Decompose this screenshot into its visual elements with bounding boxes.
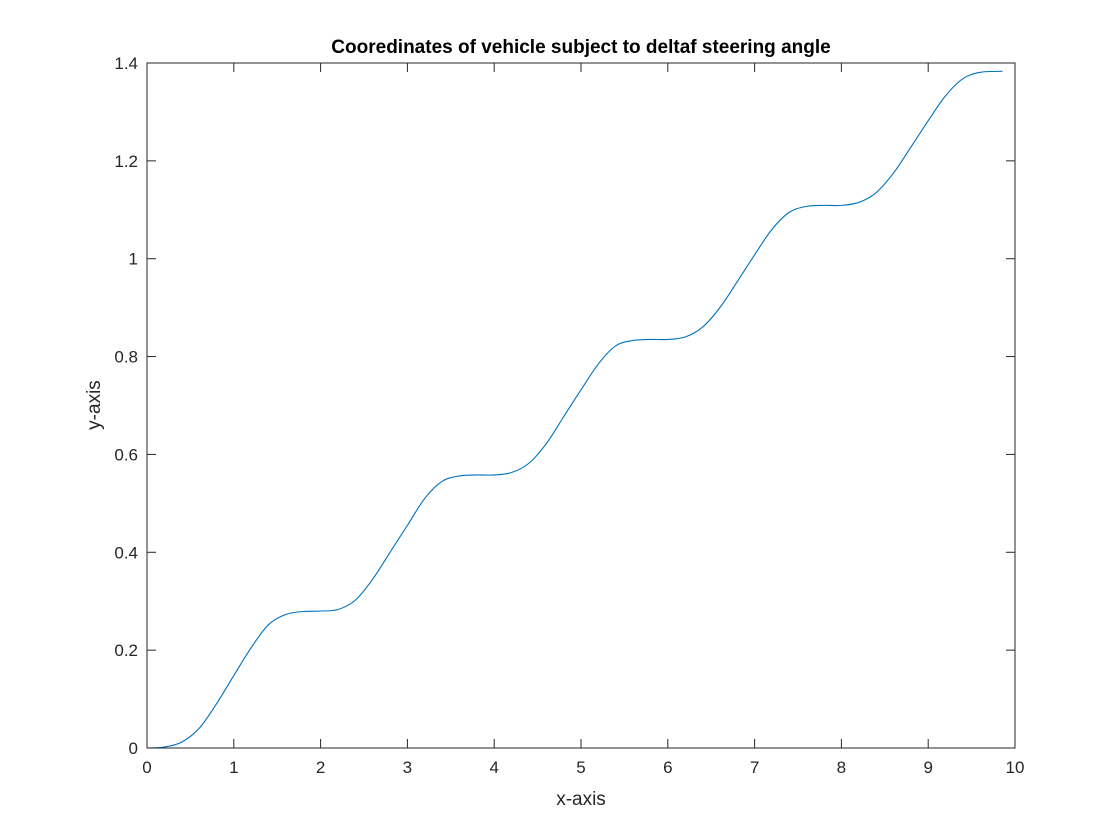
y-tick-label: 1.4	[114, 54, 138, 73]
y-tick-label: 0	[129, 739, 138, 758]
series-line	[146, 70, 1003, 749]
x-tick-label: 9	[923, 758, 932, 777]
axes-box	[146, 62, 1016, 749]
y-tick-label: 1	[129, 250, 138, 269]
x-tick-label: 3	[403, 758, 412, 777]
x-axis-label: x-axis	[556, 789, 606, 810]
x-tick-label: 0	[142, 758, 151, 777]
tick-layer: 0 1 2 3 4 5 6 7 8 9 10 0 0.2 0.4 0.6 0.8 1 1.2 1.4	[114, 54, 1024, 777]
y-tick-label: 0.4	[114, 543, 138, 562]
x-tick-label: 4	[489, 758, 498, 777]
x-tick-label: 10	[1006, 758, 1025, 777]
y-axis-label: y-axis	[84, 380, 105, 430]
x-tick-label: 7	[750, 758, 759, 777]
x-tick-label: 8	[837, 758, 846, 777]
x-tick-label: 2	[316, 758, 325, 777]
x-tick-label: 5	[576, 758, 585, 777]
x-tick-label: 1	[229, 758, 238, 777]
series-layer	[146, 70, 1003, 749]
y-tick-label: 0.6	[114, 445, 138, 464]
x-tick-label: 6	[663, 758, 672, 777]
chart-title: Cooredinates of vehicle subject to delta…	[331, 37, 830, 58]
y-tick-label: 1.2	[114, 152, 138, 171]
plot-area	[147, 63, 1015, 748]
y-tick-label: 0.8	[114, 348, 138, 367]
y-tick-label: 0.2	[114, 641, 138, 660]
